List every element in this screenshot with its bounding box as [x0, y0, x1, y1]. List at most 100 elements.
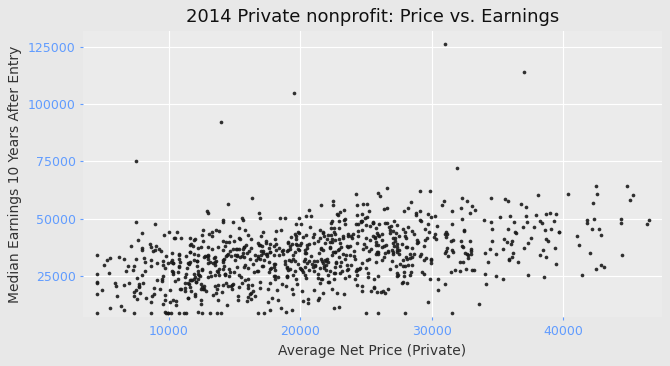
- Point: [234, 225, 245, 231]
- Point: [145, 263, 156, 269]
- Point: [341, 243, 352, 249]
- Point: [533, 192, 543, 198]
- Point: [433, 287, 444, 292]
- Point: [261, 251, 271, 257]
- Point: [442, 253, 453, 259]
- Point: [393, 272, 403, 278]
- Point: [172, 276, 183, 281]
- Point: [222, 201, 233, 207]
- Point: [356, 288, 367, 294]
- Point: [218, 257, 229, 262]
- Point: [204, 259, 215, 265]
- Point: [206, 229, 217, 235]
- Point: [513, 259, 523, 265]
- Point: [170, 235, 180, 241]
- Point: [582, 217, 592, 223]
- Point: [490, 273, 501, 279]
- Point: [182, 265, 192, 271]
- Point: [131, 287, 141, 293]
- Point: [304, 207, 315, 213]
- Point: [290, 236, 301, 242]
- Point: [275, 227, 286, 233]
- Point: [349, 248, 360, 254]
- Point: [375, 290, 386, 295]
- Point: [269, 261, 280, 267]
- Point: [246, 236, 257, 242]
- Point: [447, 310, 458, 316]
- Point: [135, 290, 145, 296]
- Point: [269, 273, 280, 279]
- Point: [302, 242, 312, 248]
- Point: [320, 262, 331, 268]
- Point: [264, 249, 275, 254]
- Point: [334, 236, 344, 242]
- Point: [218, 257, 228, 263]
- Point: [239, 227, 250, 233]
- Point: [269, 276, 280, 282]
- Point: [193, 253, 204, 258]
- Point: [102, 257, 113, 263]
- Point: [207, 233, 218, 239]
- Point: [226, 287, 237, 292]
- Point: [381, 242, 391, 248]
- Point: [330, 249, 340, 255]
- Point: [196, 297, 207, 303]
- Point: [409, 251, 419, 257]
- Point: [480, 250, 491, 256]
- Point: [91, 291, 102, 296]
- Point: [186, 241, 197, 247]
- Point: [225, 248, 236, 254]
- Point: [285, 243, 295, 249]
- Point: [91, 279, 102, 285]
- Point: [361, 257, 372, 263]
- Point: [221, 253, 232, 259]
- Point: [385, 266, 396, 272]
- Point: [119, 282, 129, 288]
- Point: [485, 220, 496, 225]
- Point: [373, 273, 384, 279]
- Point: [364, 248, 375, 254]
- Point: [317, 276, 328, 282]
- Point: [291, 281, 302, 287]
- Point: [168, 271, 178, 277]
- Point: [310, 262, 320, 268]
- Point: [164, 299, 175, 305]
- Point: [376, 231, 387, 237]
- Point: [222, 302, 232, 308]
- Point: [202, 244, 213, 250]
- Point: [423, 229, 434, 235]
- Point: [371, 289, 382, 295]
- Point: [330, 249, 340, 255]
- Point: [220, 271, 230, 277]
- Point: [240, 262, 251, 268]
- Point: [400, 254, 411, 260]
- Point: [275, 305, 286, 311]
- Point: [319, 263, 330, 269]
- Point: [121, 268, 131, 274]
- Point: [518, 224, 529, 230]
- Point: [397, 263, 408, 269]
- Point: [210, 259, 220, 265]
- Point: [213, 228, 224, 234]
- Point: [186, 277, 196, 283]
- Point: [245, 291, 255, 297]
- Point: [186, 288, 196, 294]
- Point: [320, 240, 330, 246]
- Point: [265, 307, 275, 313]
- Point: [196, 284, 207, 290]
- Point: [175, 286, 186, 292]
- Point: [422, 299, 433, 305]
- Point: [212, 269, 223, 275]
- Point: [368, 220, 379, 226]
- Point: [272, 297, 283, 303]
- Point: [411, 210, 421, 216]
- Point: [447, 208, 458, 214]
- Point: [223, 283, 234, 288]
- Point: [209, 272, 220, 277]
- Point: [314, 295, 324, 301]
- Point: [193, 276, 204, 282]
- Point: [209, 255, 220, 261]
- Point: [392, 249, 403, 255]
- Point: [549, 245, 560, 251]
- Point: [161, 310, 172, 316]
